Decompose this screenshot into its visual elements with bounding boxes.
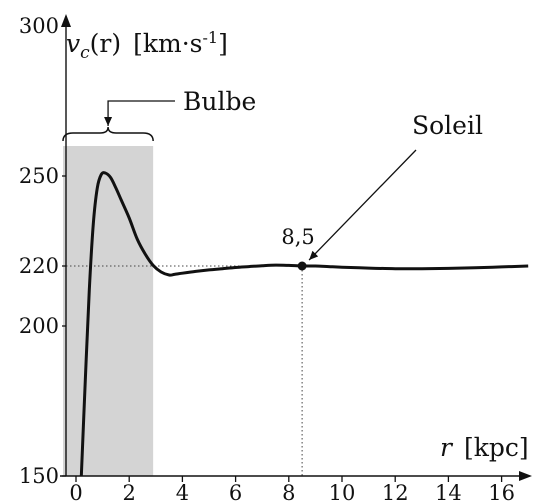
sun-label: Soleil [412,111,483,140]
x-tick-label: 4 [176,481,189,501]
x-ticks: 0 2 4 6 8 10 12 14 16 [69,476,515,501]
velocity-curve [79,171,529,477]
x-tick-label: 12 [382,481,409,501]
y-axis-label: vc(r) [km·s-1] [66,28,228,63]
bulge-label: Bulbe [183,87,256,116]
y-tick-label: 150 [19,464,59,488]
y-axis-arrow-icon [61,14,71,27]
x-tick-label: 6 [229,481,242,501]
y-ticks: 150 200 220 250 300 [19,14,66,488]
x-tick-label: 14 [435,481,462,501]
x-tick-label: 16 [488,481,515,501]
x-tick-label: 10 [329,481,356,501]
y-tick-label: 220 [19,254,59,278]
sun-point [297,261,307,271]
x-tick-label: 8 [282,481,295,501]
bulge-region [63,146,154,476]
sun-value-label: 8,5 [281,225,314,249]
sun-pointer-arrow [308,149,417,261]
y-tick-label: 300 [19,14,59,38]
bulge-leader-line [104,100,175,126]
x-tick-label: 2 [123,481,136,501]
x-axis-arrow-icon [519,471,532,481]
bulge-brace [62,126,154,142]
y-tick-label: 200 [19,314,59,338]
sun-annotation: Soleil 8,5 [281,111,483,271]
x-tick-label: 0 [69,481,82,501]
bulge-annotation: Bulbe [62,87,256,142]
y-tick-label: 250 [19,164,59,188]
x-axis-label: r [kpc] [440,433,529,462]
